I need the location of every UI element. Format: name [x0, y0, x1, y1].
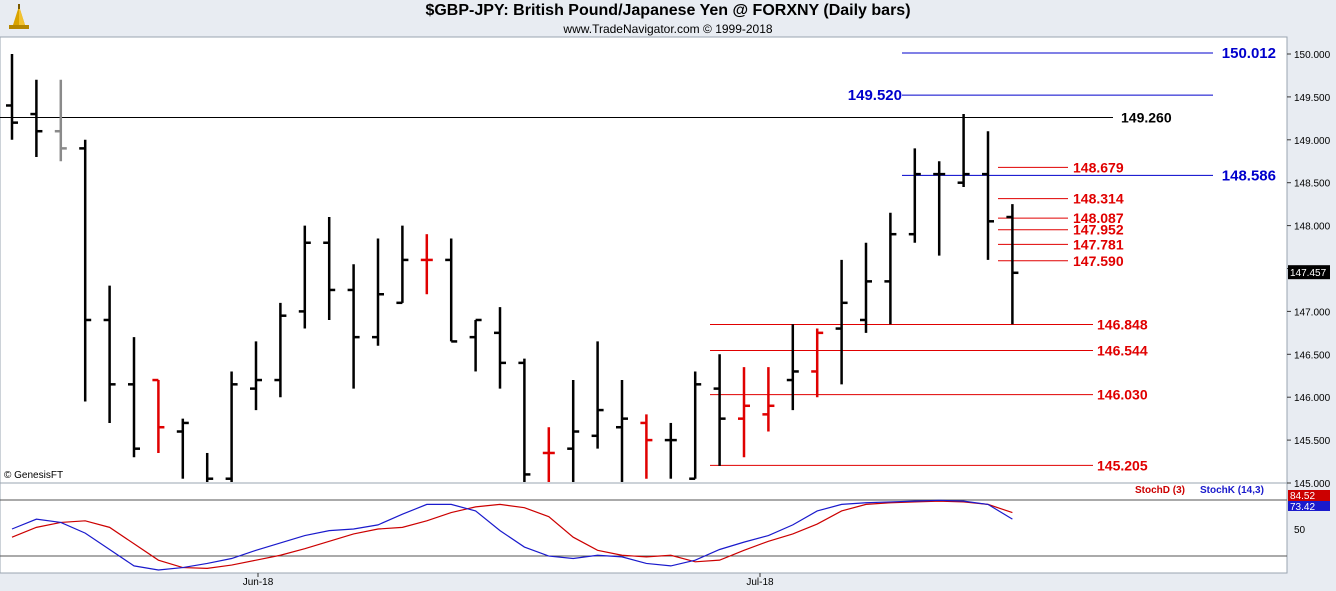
price-bar — [176, 418, 189, 479]
price-bar — [860, 242, 872, 333]
price-bar — [347, 264, 360, 389]
level-label-146.848: 146.848 — [1097, 316, 1148, 332]
price-bar — [79, 139, 92, 402]
price-bar — [494, 307, 506, 389]
y-tick-label: 149.500 — [1294, 93, 1331, 104]
stochk-value-box — [1288, 501, 1330, 511]
level-label-148.087: 148.087 — [1073, 210, 1124, 226]
y-tick-label: 150.000 — [1294, 50, 1331, 61]
price-bar — [713, 354, 726, 466]
level-label-146.030: 146.030 — [1097, 387, 1148, 403]
price-bar — [54, 79, 67, 162]
level-label-145.205: 145.205 — [1097, 457, 1148, 473]
chart-title: $GBP-JPY: British Pound/Japanese Yen @ F… — [425, 2, 911, 19]
price-bar — [152, 378, 165, 453]
last-price-box — [1288, 265, 1330, 280]
price-bar — [811, 328, 824, 398]
price-bar — [323, 217, 336, 320]
price-bar — [738, 367, 750, 458]
x-tick-label: Jun-18 — [243, 577, 274, 588]
trade-navigator-logo-icon — [4, 3, 34, 33]
price-bar — [689, 371, 702, 480]
price-bar — [908, 148, 921, 243]
price-bar — [786, 324, 799, 411]
price-bar — [957, 114, 970, 187]
price-bar — [762, 367, 775, 432]
price-bar — [372, 238, 384, 346]
stoch-line-d — [11, 500, 1013, 569]
price-bar — [128, 337, 140, 458]
price-bar — [640, 414, 653, 479]
price-bar — [616, 380, 628, 482]
price-bar — [420, 234, 433, 295]
price-bar — [469, 318, 482, 372]
price-bar — [445, 238, 458, 343]
level-label-146.544: 146.544 — [1097, 343, 1148, 359]
level-label-147.590: 147.590 — [1073, 253, 1124, 269]
level-label-148.679: 148.679 — [1073, 159, 1124, 175]
price-bar — [1006, 204, 1019, 325]
price-bar — [835, 259, 848, 385]
last-price-label: 147.457 — [1290, 268, 1327, 279]
price-bar — [205, 452, 214, 482]
y-tick-label: 148.000 — [1294, 222, 1331, 233]
price-bar — [542, 427, 555, 482]
stochk-value: 73.42 — [1290, 502, 1315, 513]
price-bar — [591, 341, 604, 449]
y-tick-label: 148.500 — [1294, 179, 1331, 190]
stoch-y-tick: 50 — [1294, 525, 1306, 536]
stochd-value-box — [1288, 490, 1330, 501]
y-tick-label: 146.500 — [1294, 350, 1331, 361]
stoch-panel — [0, 482, 1288, 574]
chart-subtitle: www.TradeNavigator.com © 1999-2018 — [563, 22, 773, 36]
level-label-147.781: 147.781 — [1073, 236, 1124, 252]
level-label-147.952: 147.952 — [1073, 222, 1124, 238]
price-bar — [396, 225, 409, 305]
price-bar — [298, 225, 311, 329]
price-bar — [6, 54, 18, 140]
price-bar — [518, 358, 531, 482]
price-bar — [225, 371, 238, 482]
price-bar — [567, 380, 580, 482]
price-bar — [274, 302, 287, 398]
level-label-148.586: 148.586 — [1222, 167, 1276, 184]
level-label-149.260: 149.260 — [1121, 109, 1172, 125]
price-bar — [664, 422, 677, 479]
stochd-value: 84.52 — [1290, 491, 1315, 502]
price-bar — [30, 79, 43, 157]
level-label-149.520: 149.520 — [848, 87, 902, 104]
price-bar — [933, 161, 946, 256]
y-tick-label: 145.000 — [1294, 479, 1331, 490]
price-bar — [103, 285, 116, 423]
y-tick-label: 145.500 — [1294, 436, 1331, 447]
x-tick-label: Jul-18 — [746, 577, 774, 588]
y-tick-label: 147.000 — [1294, 307, 1331, 318]
price-bar — [982, 131, 994, 260]
y-tick-label: 146.000 — [1294, 393, 1331, 404]
genesis-copyright: © GenesisFT — [4, 470, 63, 481]
level-label-148.314: 148.314 — [1073, 191, 1124, 207]
legend-stochd: StochD (3) — [1135, 485, 1185, 496]
price-bar — [250, 341, 262, 411]
stoch-line-k — [11, 499, 1013, 571]
price-bar — [884, 212, 897, 325]
level-label-150.012: 150.012 — [1222, 45, 1276, 62]
legend-stochk: StochK (14,3) — [1200, 485, 1264, 496]
price-panel — [0, 36, 1288, 484]
y-tick-label: 149.000 — [1294, 136, 1331, 147]
